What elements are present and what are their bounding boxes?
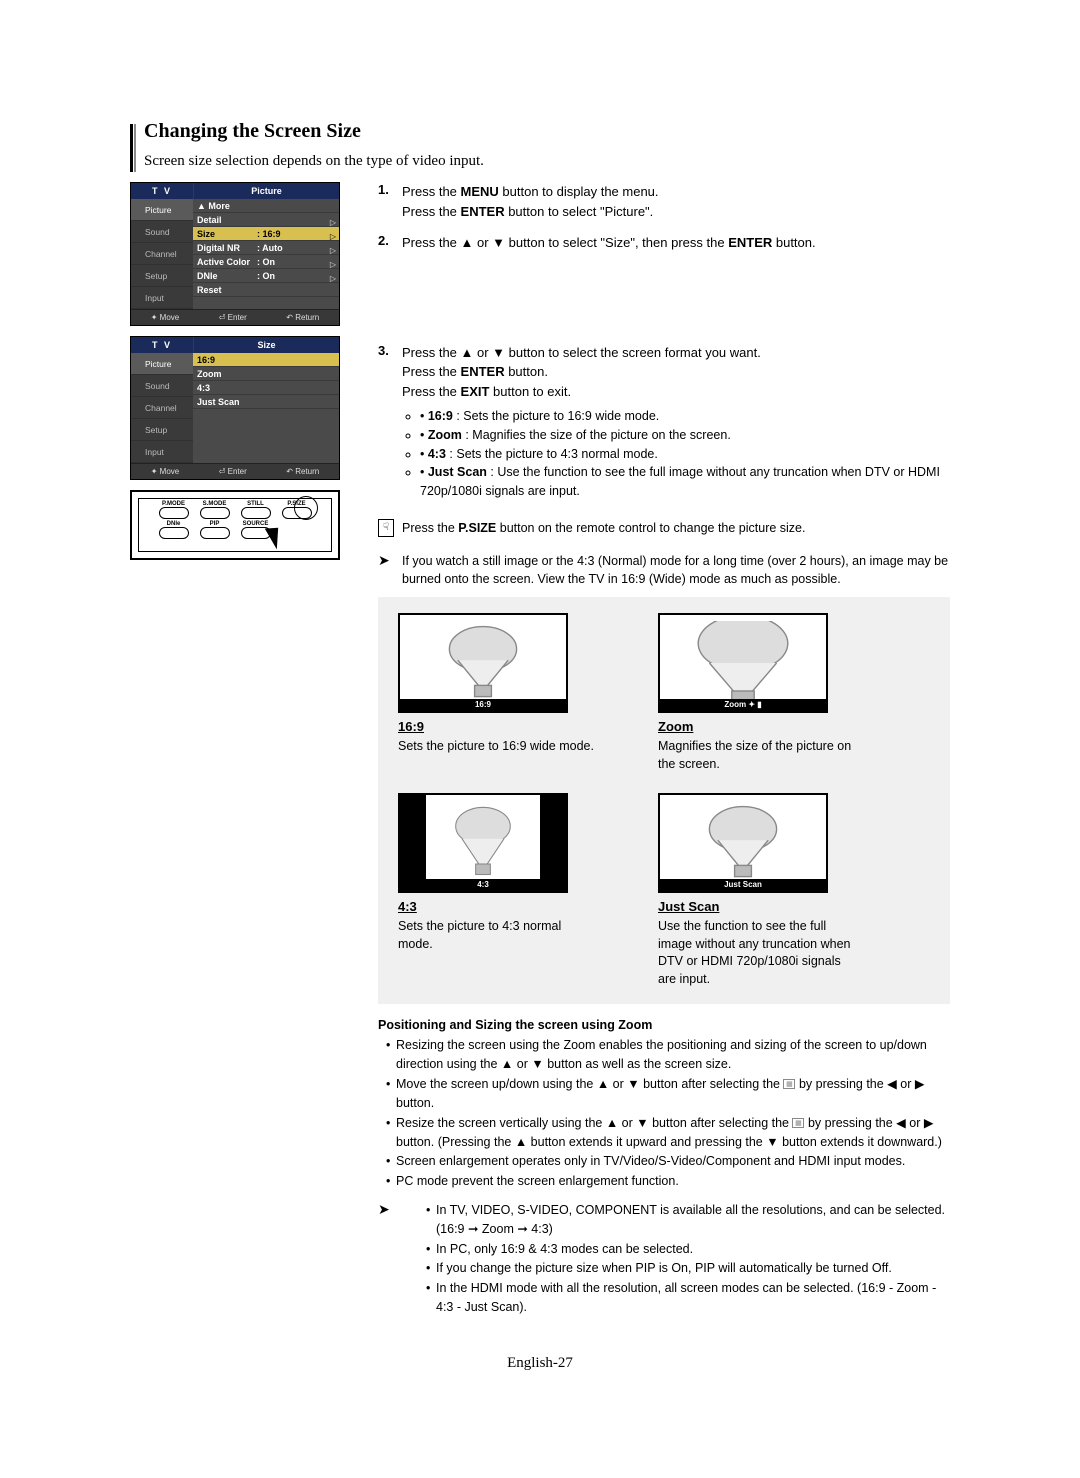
balloon-icon [430,801,536,885]
osd-title-2: Size [193,337,339,353]
format-bullets: • 16:9 : Sets the picture to 16:9 wide m… [420,407,950,501]
size-icon: ▦ [792,1118,804,1128]
balloon-icon [406,621,560,705]
osd-row-169: 16:9 [193,353,339,367]
notes-block: ➤ In TV, VIDEO, S-VIDEO, COMPONENT is av… [378,1201,950,1317]
pos-head: Positioning and Sizing the screen using … [378,1018,950,1032]
step-list: 1. Press the MENU button to display the … [378,182,950,507]
arrow-icon: ➤ [378,552,396,569]
osd-tv-label-2: T V [131,337,193,353]
arrow-icon: ➤ [378,1201,396,1218]
osd-footer-2: ✦ Move ⏎ Enter ↶ Return [131,463,339,479]
pos-icon: ▦ [783,1079,795,1089]
intro-text: Screen size selection depends on the typ… [144,153,950,170]
mode-grid: 16:9 16:9 Sets the picture to 16:9 wide … [378,597,950,1004]
remote-smode: S.MODE [200,507,230,519]
mode-justscan: Just Scan Just Scan Use the function to … [658,793,858,988]
page-title: Changing the Screen Size [144,120,950,143]
title-bar [130,124,136,172]
osd-list-2: 16:9 Zoom 4:3 Just Scan [193,353,339,463]
balloon-icon [666,621,820,705]
osd-sidebar-2: Picture Sound Channel Setup Input [131,353,193,463]
remote-pmode: P.MODE [159,507,189,519]
osd-title: Picture [193,183,339,199]
sb-sound: Sound [131,221,193,243]
osd-tv-label: T V [131,183,193,199]
balloon-icon [666,801,820,885]
sb-channel: Channel [131,243,193,265]
pos-list: Resizing the screen using the Zoom enabl… [386,1036,950,1191]
sb-setup: Setup [131,265,193,287]
sb-input: Input [131,287,193,309]
mode-43: 4:3 4:3 Sets the picture to 4:3 normal m… [398,793,598,988]
remote-dnie: DNIe [159,527,189,539]
remote-diagram: P.MODE S.MODE STILL P.SIZE DNIe PIP SOUR… [130,490,340,560]
remote-pip: PIP [200,527,230,539]
osd-row-size: Size: 16:9▷ [193,227,339,241]
sb-picture: Picture [131,199,193,221]
remote-psize: P.SIZE [282,507,312,519]
osd-footer: ✦ Move ⏎ Enter ↶ Return [131,309,339,325]
page-number: English-27 [130,1355,950,1372]
osd-picture-menu: T V Picture Picture Sound Channel Setup … [130,182,340,326]
mode-169: 16:9 16:9 Sets the picture to 16:9 wide … [398,613,598,773]
osd-list: ▲ More Detail Settings▷ Size: 16:9▷ Digi… [193,199,339,309]
psize-note: ☟ Press the P.SIZE button on the remote … [378,519,950,538]
remote-hint-icon: ☟ [378,519,394,537]
remote-still: STILL [241,507,271,519]
mode-zoom: Zoom ✦ ▮ Zoom Magnifies the size of the … [658,613,858,773]
burn-warning: ➤ If you watch a still image or the 4:3 … [378,552,950,590]
osd-sidebar: Picture Sound Channel Setup Input [131,199,193,309]
osd-size-menu: T V Size Picture Sound Channel Setup Inp… [130,336,340,480]
